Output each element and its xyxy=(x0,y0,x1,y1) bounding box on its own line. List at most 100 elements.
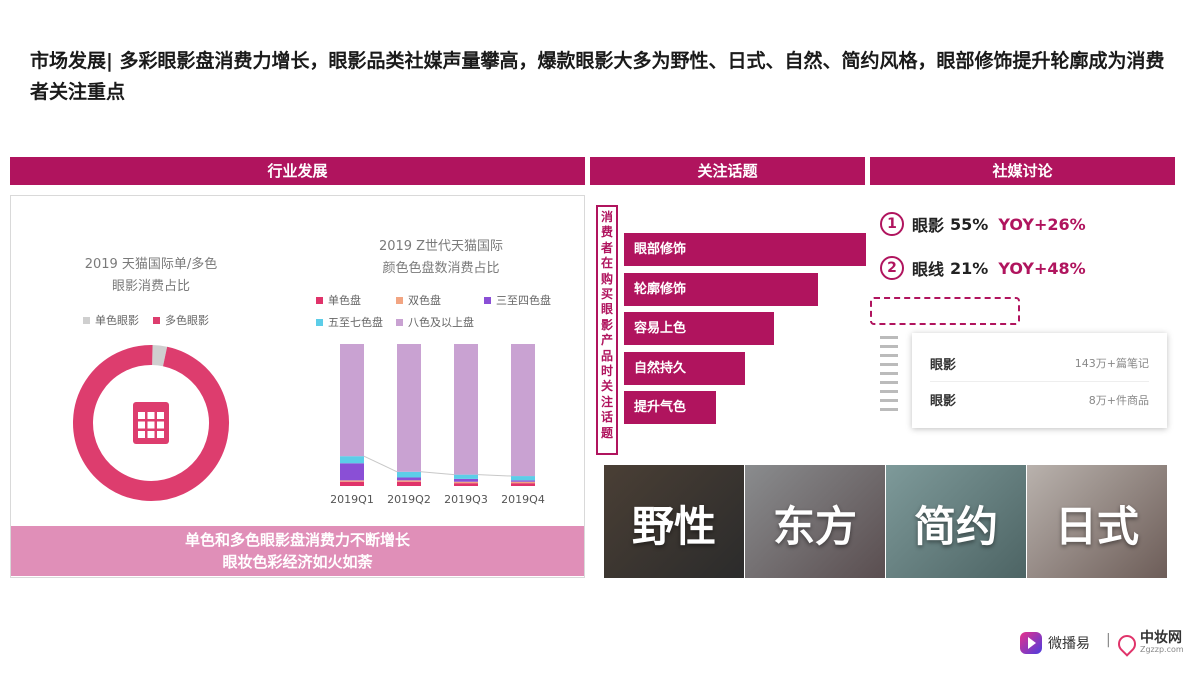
legend-label: 单色盘 xyxy=(328,294,361,307)
legend-swatch xyxy=(316,296,323,304)
donut-chart-title: 2019 天猫国际单/多色 眼影消费占比 xyxy=(51,254,251,298)
bar-segment-2019Q4-4 xyxy=(511,344,535,477)
bar-segment-2019Q3-3 xyxy=(454,474,478,479)
bar-segment-2019Q4-2 xyxy=(511,480,535,482)
bar-segment-2019Q1-4 xyxy=(340,344,364,457)
x-tick-label: 2019Q1 xyxy=(330,493,374,506)
legend-label: 双色盘 xyxy=(408,294,441,307)
style-photo: 野性 xyxy=(604,465,744,578)
bar-segment-2019Q4-3 xyxy=(511,476,535,481)
legend-item-multi: 多色眼影 xyxy=(153,312,209,328)
connector-line xyxy=(477,474,512,477)
logo-weiboyi: 微播易 xyxy=(1020,632,1090,654)
style-label: 野性 xyxy=(631,502,716,551)
donut-chart xyxy=(73,345,229,501)
style-label: 东方 xyxy=(772,502,857,551)
stat-share: 21% xyxy=(950,258,989,278)
social-stat-1: 1 眼影 55% YOY+26% xyxy=(880,212,1086,236)
logo-zhongzhuang: 中妆网 Zgzzp.com xyxy=(1114,630,1184,657)
x-tick-label: 2019Q2 xyxy=(387,493,431,506)
stacked-title-line-1: 2019 Z世代天猫国际 xyxy=(378,239,504,254)
logo-text: 微播易 xyxy=(1048,636,1090,652)
header-social: 社媒讨论 xyxy=(870,157,1175,185)
bar-segment-2019Q1-1 xyxy=(340,480,364,482)
search-box-highlight xyxy=(870,297,1020,325)
donut-title-line-2: 眼影消费占比 xyxy=(111,279,190,294)
stat-yoy: YOY+48% xyxy=(998,258,1086,278)
connector-line xyxy=(363,455,398,473)
bar-segment-2019Q1-0 xyxy=(340,481,364,486)
search-results-popup: 眼影 143万+篇笔记 眼影 8万+件商品 xyxy=(912,333,1167,428)
legend-swatch xyxy=(396,296,403,304)
stacked-title-line-2: 颜色色盘数消费占比 xyxy=(382,261,500,276)
legend-swatch xyxy=(396,318,403,326)
bar-segment-2019Q3-2 xyxy=(454,478,478,482)
bar-segment-2019Q2-1 xyxy=(397,480,421,482)
bar-segment-2019Q2-3 xyxy=(397,471,421,478)
style-photo: 简约 xyxy=(886,465,1026,578)
industry-summary: 单色和多色眼影盘消费力不断增长 眼妆色彩经济如火如荼 xyxy=(11,526,584,576)
topic-bar: 轮廓修饰 xyxy=(624,272,818,306)
stacked-chart-title: 2019 Z世代天猫国际 颜色色盘数消费占比 xyxy=(341,236,541,280)
donut-slice-multi xyxy=(73,345,229,501)
stacked-bar-chart: 2019Q1 2019Q2 2019Q3 2019Q4 xyxy=(330,344,545,506)
header-topics: 关注话题 xyxy=(590,157,865,185)
donut-legend: 单色眼影 多色眼影 xyxy=(83,312,209,328)
bar-segment-2019Q3-4 xyxy=(454,344,478,475)
rank-badge: 2 xyxy=(880,256,904,280)
popup-count: 8万+件商品 xyxy=(1088,393,1149,407)
bar-segment-2019Q2-2 xyxy=(397,477,421,481)
rank-badge: 1 xyxy=(880,212,904,236)
legend-item-0: 单色盘 xyxy=(316,292,361,308)
social-stat-2: 2 眼线 21% YOY+48% xyxy=(880,256,1086,280)
popup-count: 143万+篇笔记 xyxy=(1074,357,1149,370)
topic-bar: 眼部修饰 xyxy=(624,233,866,266)
x-tick-label: 2019Q3 xyxy=(444,493,488,506)
bar-segment-2019Q1-2 xyxy=(340,463,364,481)
style-label: 简约 xyxy=(913,502,998,551)
bar-segment-2019Q4-1 xyxy=(511,481,535,484)
x-tick-label: 2019Q4 xyxy=(501,493,545,506)
stat-name: 眼影 xyxy=(912,216,945,235)
summary-line-1: 单色和多色眼影盘消费力不断增长 xyxy=(184,531,410,549)
popup-row-notes[interactable]: 眼影 143万+篇笔记 xyxy=(930,345,1149,381)
play-icon xyxy=(1020,632,1042,654)
legend-label: 单色眼影 xyxy=(95,314,139,327)
legend-swatch xyxy=(316,318,323,326)
legend-label: 五至七色盘 xyxy=(328,316,383,329)
legend-item-single: 单色眼影 xyxy=(83,312,139,328)
donut-slice-single xyxy=(151,345,168,367)
summary-line-2: 眼妆色彩经济如火如荼 xyxy=(222,553,373,571)
logo-subtext: Zgzzp.com xyxy=(1140,645,1184,654)
flower-icon xyxy=(1114,631,1140,657)
logo-text: 中妆网 xyxy=(1140,630,1182,646)
legend-item-4: 八色及以上盘 xyxy=(396,314,474,330)
stat-yoy: YOY+26% xyxy=(998,214,1086,234)
logo-separator: | xyxy=(1106,632,1111,648)
header-industry: 行业发展 xyxy=(10,157,585,185)
popup-row-products[interactable]: 眼影 8万+件商品 xyxy=(930,381,1149,417)
popup-keyword: 眼影 xyxy=(930,394,957,409)
topics-vertical-label: 消费者在购买眼影产品时关注话题 xyxy=(596,205,618,455)
legend-label: 三至四色盘 xyxy=(496,294,551,307)
industry-panel: 2019 天猫国际单/多色 眼影消费占比 单色眼影 多色眼影 2019 Z世代天… xyxy=(10,195,585,578)
calendar-icon xyxy=(133,402,169,444)
bar-segment-2019Q1-3 xyxy=(340,456,364,464)
style-photo: 东方 xyxy=(745,465,885,578)
topic-bar: 提升气色 xyxy=(624,391,716,424)
legend-swatch xyxy=(153,316,160,324)
topic-bar: 容易上色 xyxy=(624,312,775,345)
bar-segment-2019Q3-0 xyxy=(454,483,478,486)
stat-name: 眼线 xyxy=(912,260,945,279)
legend-label: 八色及以上盘 xyxy=(408,316,474,329)
app-list-background xyxy=(880,330,905,440)
legend-item-2: 三至四色盘 xyxy=(484,292,551,308)
stat-share: 55% xyxy=(950,214,989,234)
topic-bar: 自然持久 xyxy=(624,351,745,385)
legend-swatch xyxy=(83,316,90,324)
bar-segment-2019Q2-4 xyxy=(397,344,421,472)
legend-item-1: 双色盘 xyxy=(396,292,441,308)
popup-keyword: 眼影 xyxy=(930,357,957,373)
bar-segment-2019Q4-0 xyxy=(511,483,535,486)
bar-segment-2019Q3-1 xyxy=(454,481,478,484)
